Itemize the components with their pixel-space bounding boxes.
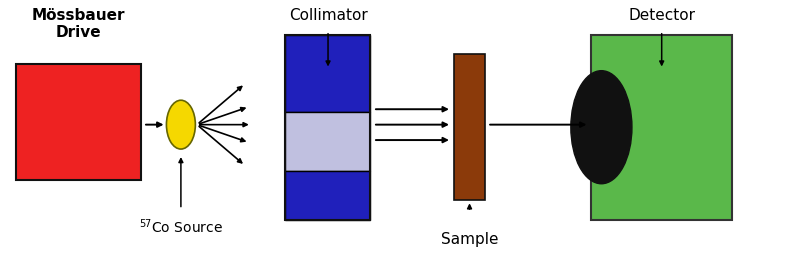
Bar bbox=[590, 35, 731, 220]
Ellipse shape bbox=[570, 71, 631, 184]
Bar bbox=[285, 171, 369, 220]
Text: Mössbauer
Drive: Mössbauer Drive bbox=[32, 8, 125, 40]
Bar bbox=[454, 54, 484, 200]
Ellipse shape bbox=[166, 100, 195, 149]
Text: Detector: Detector bbox=[627, 8, 695, 23]
Bar bbox=[285, 35, 369, 112]
Text: Collimator: Collimator bbox=[288, 8, 367, 23]
Text: $^{57}$Co Source: $^{57}$Co Source bbox=[139, 218, 222, 236]
Text: Sample: Sample bbox=[440, 232, 498, 247]
Bar bbox=[285, 112, 369, 171]
Bar bbox=[285, 35, 369, 220]
Bar bbox=[16, 64, 141, 180]
